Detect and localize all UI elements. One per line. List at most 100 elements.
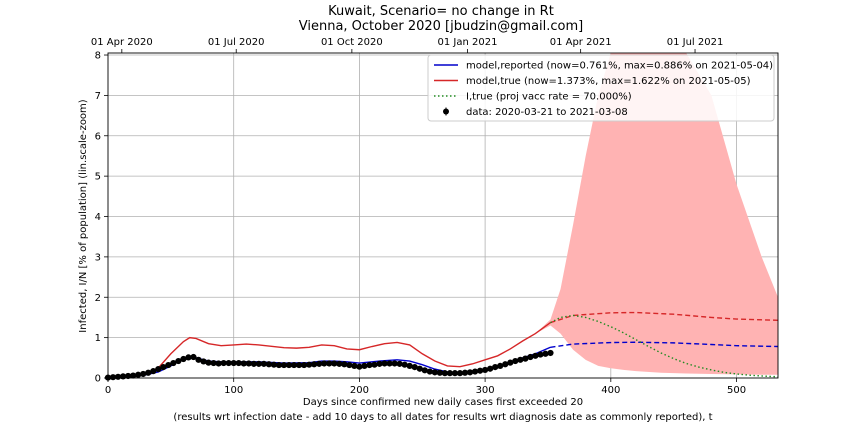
legend-label-3: data: 2020-03-21 to 2021-03-08	[466, 107, 628, 118]
data-point	[190, 353, 197, 361]
data-point	[542, 350, 549, 357]
data-point	[225, 359, 232, 367]
data-point	[487, 365, 494, 372]
data-point	[471, 368, 479, 375]
data-point	[240, 360, 247, 367]
x-axis-label: Days since confirmed new daily cases fir…	[303, 397, 583, 408]
axes: 0 100 200 300 400 500 0 1 2 3 4 5 6 7 8 01 Apr 2020 01 J…	[91, 37, 779, 396]
data-point	[195, 356, 202, 363]
data-point	[517, 356, 524, 363]
data-point	[250, 360, 257, 367]
data-point	[547, 349, 554, 357]
y-tick-label-4: 4	[95, 212, 101, 223]
data-point	[205, 359, 212, 366]
legend-box	[427, 54, 775, 122]
data-point	[270, 361, 278, 368]
data-point	[175, 357, 182, 365]
data-point	[522, 355, 529, 362]
x-tick-label-1: 100	[224, 385, 243, 396]
data-point	[135, 371, 142, 378]
data-point	[230, 359, 237, 367]
data-point	[295, 361, 303, 369]
data-point	[265, 361, 273, 368]
data-point	[426, 368, 433, 375]
data-point	[150, 368, 157, 375]
data-point	[431, 369, 438, 376]
data-point	[336, 360, 343, 367]
top-tick-label-5: 01 Jul 2021	[667, 37, 724, 48]
data-point	[492, 363, 499, 371]
series-line-1-projection	[550, 311, 779, 324]
chart-title-line1: Kuwait, Scenario= no change in Rt	[328, 4, 554, 19]
data-point	[466, 369, 474, 376]
data-point	[441, 370, 448, 377]
data-point	[386, 360, 393, 367]
data-point	[215, 360, 222, 367]
data-point	[461, 369, 469, 376]
legend-label-0: model,reported (now=0.761%, max=0.886% o…	[466, 61, 773, 72]
series-line-vacc	[550, 314, 779, 378]
x-tick-label-3: 300	[476, 385, 495, 396]
data-point	[155, 366, 162, 373]
y-tick-label-6: 6	[95, 131, 101, 142]
data-point	[451, 370, 459, 377]
data-point	[165, 361, 172, 369]
top-tick-label-0: 01 Apr 2020	[91, 37, 153, 48]
data-point	[125, 372, 132, 380]
data-point	[306, 361, 313, 368]
data-point	[351, 362, 358, 369]
data-point	[109, 374, 117, 381]
data-point	[456, 370, 464, 377]
top-tick-label-3: 01 Jan 2021	[438, 37, 498, 48]
data-point	[391, 360, 398, 367]
data-point	[170, 359, 177, 367]
data-point	[311, 361, 318, 368]
data-point	[210, 359, 217, 367]
data-point	[220, 359, 227, 367]
data-point	[411, 363, 418, 371]
data-point	[356, 363, 363, 370]
data-point	[200, 358, 207, 365]
legend-label-1: model,true (now=1.373%, max=1.622% on 20…	[466, 76, 751, 87]
x-axis-label-2: (results wrt infection date - add 10 day…	[173, 412, 712, 423]
series-line-1-fit	[107, 322, 551, 379]
data-point	[421, 367, 428, 374]
data-point	[275, 361, 283, 369]
data-point	[532, 352, 539, 359]
data-point	[285, 361, 293, 369]
data-point	[316, 360, 323, 367]
data-point	[381, 360, 388, 367]
y-tick-label-2: 2	[95, 293, 101, 304]
data-point	[416, 365, 423, 372]
y-tick-label-5: 5	[95, 172, 101, 183]
legend-marker-3	[443, 108, 449, 115]
data-point	[290, 361, 298, 369]
data-point	[341, 361, 348, 368]
data-point	[326, 360, 333, 367]
series-line-0-projection	[550, 341, 779, 348]
data-point	[482, 366, 489, 374]
data-point	[180, 355, 187, 363]
data-point	[502, 361, 509, 368]
data-point	[401, 361, 408, 368]
data-point	[346, 361, 353, 369]
plot-frame	[107, 52, 779, 379]
top-tick-label-1: 01 Jul 2020	[208, 37, 265, 48]
y-tick-label-3: 3	[95, 252, 101, 263]
data-point	[507, 359, 514, 366]
data-point	[406, 362, 413, 369]
data-point	[476, 367, 484, 374]
data-point	[140, 370, 147, 378]
top-tick-label-2: 01 Oct 2020	[321, 37, 383, 48]
band-area	[535, 53, 778, 375]
data-point	[436, 369, 443, 376]
data-point	[245, 360, 252, 367]
y-tick-label-7: 7	[95, 91, 101, 102]
data-point	[376, 360, 383, 367]
data-point	[366, 361, 373, 369]
x-tick-label-0: 0	[105, 385, 111, 396]
data-point	[371, 361, 378, 368]
data-point	[446, 370, 454, 377]
data-point	[361, 362, 368, 369]
